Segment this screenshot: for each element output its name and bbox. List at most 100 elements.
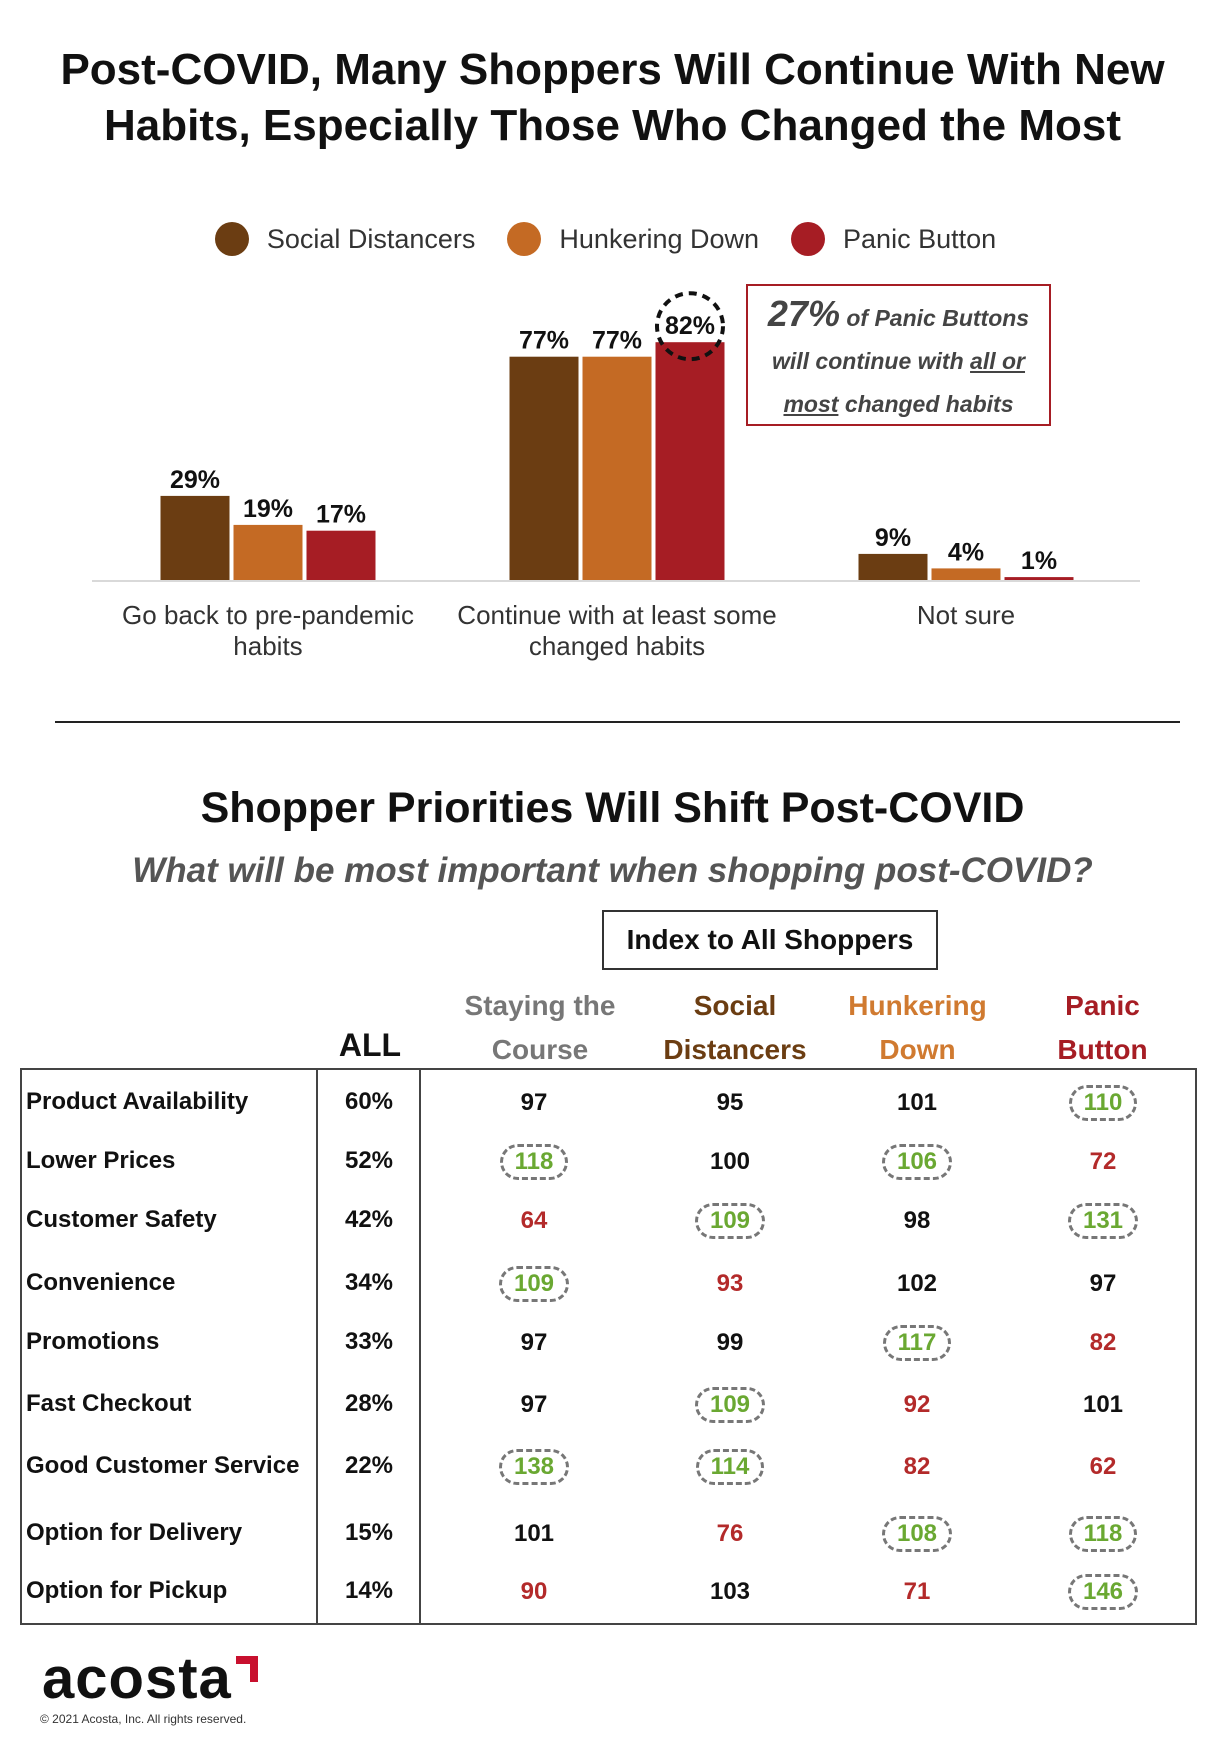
bar-hunkering-down-1: [582, 356, 652, 580]
cell-all: 28%: [344, 1390, 394, 1417]
table-cell: 101: [474, 1516, 594, 1552]
value: 76: [716, 1520, 744, 1547]
section-divider: [55, 721, 1180, 723]
cell-all: 52%: [344, 1147, 394, 1174]
callout-underline-2: most: [783, 391, 839, 417]
table-cell: 97: [474, 1325, 594, 1361]
table-cell: 100: [670, 1144, 790, 1180]
category-label: habits: [233, 631, 302, 661]
table-cell: 101: [1043, 1387, 1163, 1423]
value: 101: [1082, 1391, 1124, 1418]
row-label: Lower Prices: [26, 1147, 176, 1174]
legend-item-social-distancers: Social Distancers: [214, 222, 476, 256]
col-header-text: Social: [693, 990, 777, 1021]
highlight-circle: [655, 291, 725, 362]
legend-dot-icon: [507, 222, 542, 256]
table-cell: 95: [670, 1085, 790, 1121]
category-label: Go back to pre-pandemic: [122, 600, 414, 630]
col-header-text: Course: [491, 1034, 589, 1065]
copyright-text: © 2021 Acosta, Inc. All rights reserved.: [40, 1712, 247, 1726]
data-label: 4%: [948, 538, 984, 566]
table-cell: 109: [670, 1203, 790, 1239]
title-line-2: Habits, Especially Those Who Changed the…: [103, 101, 1122, 150]
table-cell: 72: [1043, 1144, 1163, 1180]
table-cell: 118: [474, 1144, 594, 1180]
table-cell: 99: [670, 1325, 790, 1361]
acosta-logo: acosta: [42, 1646, 232, 1711]
col-header-hunkering: Hunkering Down: [830, 984, 1005, 1072]
table-cell: 71: [857, 1574, 977, 1610]
legend-label: Panic Button: [843, 223, 997, 254]
value: 102: [896, 1270, 938, 1297]
value: 99: [716, 1329, 744, 1356]
highlighted-value: 114: [695, 1449, 765, 1485]
col-header-all: ALL: [310, 1023, 430, 1067]
cell-all: 14%: [344, 1577, 394, 1604]
category-label: Not sure: [917, 600, 1015, 630]
row-label: Option for Delivery: [26, 1519, 243, 1546]
col-header-text: Staying the: [464, 990, 616, 1021]
table-divider-1: [316, 1068, 318, 1625]
table-cell: 62: [1043, 1449, 1163, 1485]
table-cell: 76: [670, 1516, 790, 1552]
bar-social-distancers-0: [160, 495, 230, 580]
data-label: 29%: [170, 466, 220, 494]
table-cell: 108: [857, 1516, 977, 1552]
index-label-box: Index to All Shoppers: [602, 910, 938, 970]
logo-mark-icon: [236, 1656, 258, 1682]
table-cell: 98: [857, 1203, 977, 1239]
table-cell: 82: [1043, 1325, 1163, 1361]
table-cell: 114: [670, 1449, 790, 1485]
data-label: 1%: [1021, 547, 1057, 575]
table-cell: 90: [474, 1574, 594, 1610]
table-cell: 106: [857, 1144, 977, 1180]
value: 103: [709, 1578, 751, 1605]
bar-panic-button-0: [306, 530, 376, 580]
data-label: 77%: [592, 327, 642, 355]
chart-title: Post-COVID, Many Shoppers Will Continue …: [0, 42, 1225, 154]
cell-all: 22%: [344, 1452, 394, 1479]
value: 72: [1089, 1148, 1117, 1175]
highlighted-value: 106: [881, 1144, 953, 1180]
value: 97: [520, 1329, 548, 1356]
cell-all: 34%: [344, 1269, 394, 1296]
table-cell: 103: [670, 1574, 790, 1610]
value: 98: [903, 1207, 931, 1234]
value: 97: [520, 1089, 548, 1116]
legend-label: Social Distancers: [266, 223, 476, 254]
col-header-text: Button: [1057, 1034, 1148, 1065]
table-cell: 109: [474, 1266, 594, 1302]
bar-hunkering-down-2: [931, 568, 1001, 580]
table-divider-2: [419, 1068, 421, 1625]
value: 82: [1089, 1329, 1117, 1356]
row-label: Fast Checkout: [26, 1390, 192, 1417]
table-cell: 97: [474, 1085, 594, 1121]
row-label: Product Availability: [26, 1088, 249, 1115]
legend-item-hunkering-down: Hunkering Down: [507, 222, 759, 256]
legend-dot-icon: [214, 222, 249, 256]
row-label: Customer Safety: [26, 1206, 217, 1233]
callout-line-1: of Panic Buttons: [846, 305, 1030, 331]
table-cell: 101: [857, 1085, 977, 1121]
table-cell: 93: [670, 1266, 790, 1302]
value: 90: [520, 1578, 548, 1605]
table-cell: 146: [1043, 1574, 1163, 1610]
highlighted-value: 118: [1068, 1516, 1138, 1552]
col-header-text: Hunkering: [848, 990, 987, 1021]
table-cell: 131: [1043, 1203, 1163, 1239]
bar-hunkering-down-0: [233, 524, 303, 580]
col-header-social: Social Distancers: [640, 984, 830, 1072]
table-cell: 92: [857, 1387, 977, 1423]
highlighted-value: 117: [882, 1325, 952, 1361]
col-header-staying: Staying the Course: [440, 984, 640, 1072]
col-header-text: ALL: [338, 1027, 402, 1063]
row-label: Convenience: [26, 1269, 176, 1296]
chart-legend: Social Distancers Hunkering Down Panic B…: [0, 222, 1225, 256]
highlighted-value: 118: [499, 1144, 569, 1180]
cell-all: 42%: [344, 1206, 394, 1233]
table-cell: 117: [857, 1325, 977, 1361]
value: 97: [1089, 1270, 1117, 1297]
cell-all: 33%: [344, 1328, 394, 1355]
category-label: Continue with at least some: [457, 600, 776, 630]
